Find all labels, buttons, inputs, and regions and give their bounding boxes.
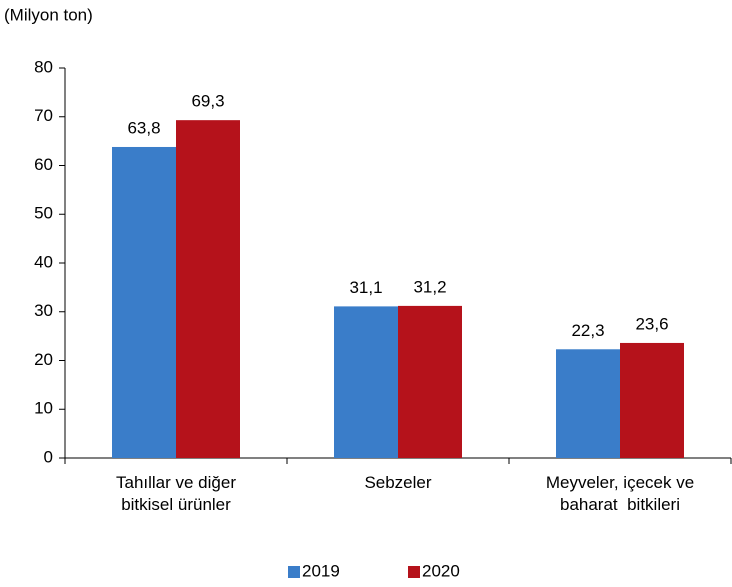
y-tick-label: 10 <box>34 399 53 418</box>
bar <box>620 342 684 458</box>
y-tick-label: 80 <box>34 57 53 76</box>
value-label: 31,2 <box>413 277 446 296</box>
value-label: 23,6 <box>635 314 668 333</box>
y-tick-label: 20 <box>34 350 53 369</box>
legend-swatch <box>408 566 420 578</box>
x-tick-label: Sebzeler <box>364 473 431 492</box>
bar <box>176 120 240 458</box>
legend-label: 2020 <box>422 561 460 580</box>
y-tick-label: 40 <box>34 252 53 271</box>
y-tick-label: 30 <box>34 301 53 320</box>
bar <box>334 306 398 458</box>
x-tick-label: Meyveler, içecek ve baharat bitkileri <box>546 473 694 514</box>
chart-subtitle: (Milyon ton) <box>4 5 93 24</box>
legend-label: 2019 <box>302 561 340 580</box>
legend-swatch <box>288 566 300 578</box>
value-label: 31,1 <box>349 278 382 297</box>
x-tick-label: Tahıllar ve diğer bitkisel ürünler <box>116 473 236 514</box>
bar <box>398 305 462 458</box>
value-label: 22,3 <box>571 321 604 340</box>
y-tick-label: 50 <box>34 204 53 223</box>
y-tick-label: 0 <box>44 447 53 466</box>
value-label: 63,8 <box>127 118 160 137</box>
y-tick-label: 60 <box>34 155 53 174</box>
bar <box>112 146 176 458</box>
value-label: 69,3 <box>191 92 224 111</box>
bar <box>556 349 620 458</box>
y-tick-label: 70 <box>34 106 53 125</box>
